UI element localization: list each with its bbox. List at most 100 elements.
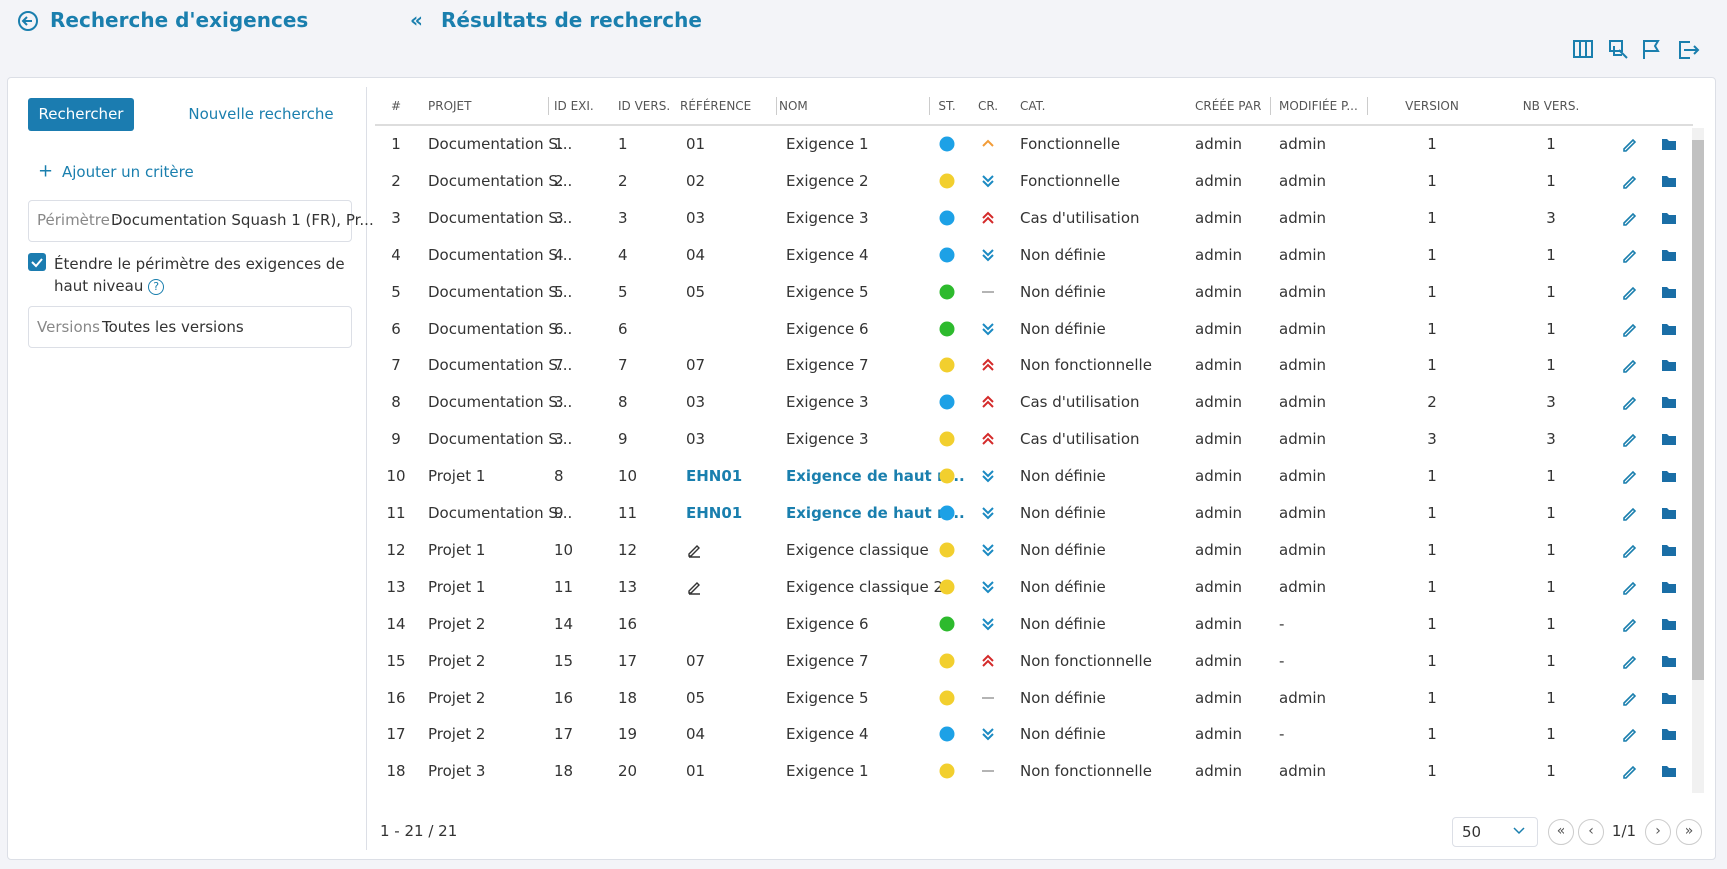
cell-nb: 3	[1546, 393, 1556, 412]
edit-icon[interactable]	[1621, 579, 1637, 595]
cell-name: Exigence 5	[786, 282, 869, 301]
edit-icon[interactable]	[1621, 690, 1637, 706]
edit-icon[interactable]	[1621, 505, 1637, 521]
edit-icon[interactable]	[1621, 616, 1637, 632]
folder-icon[interactable]	[1661, 763, 1677, 779]
cell-name: Exigence 3	[786, 393, 869, 412]
columns-icon[interactable]	[1573, 40, 1593, 58]
export-icon[interactable]	[1679, 41, 1700, 59]
edit-icon[interactable]	[1621, 468, 1637, 484]
folder-icon[interactable]	[1661, 431, 1677, 447]
cell-id_exi: 17	[554, 725, 574, 744]
folder-icon[interactable]	[1661, 357, 1677, 373]
cell-created: admin	[1195, 171, 1242, 190]
criticality-icon	[980, 579, 996, 595]
cell-name: Exigence classique	[786, 540, 929, 559]
page-indicator: 1/1	[1611, 822, 1637, 840]
folder-icon[interactable]	[1661, 210, 1677, 226]
edit-icon[interactable]	[1621, 210, 1637, 226]
cell-cat: Non définie	[1020, 282, 1106, 301]
add-criterion[interactable]: Ajouter un critère	[62, 163, 194, 181]
folder-icon[interactable]	[1661, 690, 1677, 706]
edit-icon[interactable]	[1621, 431, 1637, 447]
column-header: #	[390, 99, 402, 113]
status-dot	[939, 284, 955, 300]
cell-ref: 07	[686, 356, 706, 375]
folder-icon[interactable]	[1661, 542, 1677, 558]
perimeter-field[interactable]	[28, 200, 352, 242]
cell-name: Exigence 5	[786, 688, 869, 707]
new-search[interactable]: Nouvelle recherche	[188, 105, 334, 123]
edit-icon[interactable]	[1621, 357, 1637, 374]
help-icon[interactable]: ?	[148, 278, 165, 295]
cell-created: admin	[1195, 725, 1242, 744]
reference-edit-icon[interactable]	[686, 542, 702, 558]
column-header: CRÉÉE PAR	[1195, 99, 1262, 113]
edit-icon[interactable]	[1621, 321, 1637, 337]
row-hover	[375, 199, 1691, 236]
cell-id_exi: 11	[554, 577, 574, 596]
column-header: VERSION	[1405, 99, 1459, 113]
edit-icon[interactable]	[1621, 653, 1637, 669]
column-header: MODIFIÉE P...	[1279, 99, 1358, 113]
folder-icon[interactable]	[1661, 321, 1677, 337]
edit-icon[interactable]	[1621, 247, 1637, 263]
criticality-icon	[980, 431, 996, 447]
cell-modified: admin	[1279, 762, 1326, 781]
cell-modified: admin	[1279, 577, 1326, 596]
folder-icon[interactable]	[1661, 247, 1677, 263]
column-header: ID VERS.	[618, 99, 671, 113]
edit-icon[interactable]	[1621, 394, 1637, 411]
cell-id_vers: 13	[618, 577, 638, 596]
page-size-select[interactable]	[1452, 817, 1538, 847]
versions-field[interactable]	[28, 306, 352, 348]
next-page[interactable]: ›	[1645, 819, 1671, 845]
row-hover	[375, 642, 1691, 679]
reference-edit-icon[interactable]	[686, 579, 702, 595]
edit-icon[interactable]	[1621, 136, 1637, 152]
cell-id_vers: 18	[618, 688, 638, 707]
folder-icon[interactable]	[1661, 505, 1677, 521]
cell-project: Projet 2	[428, 614, 486, 633]
cell-nb: 1	[1546, 282, 1556, 301]
collapse-icon[interactable]: «	[410, 8, 423, 32]
select-icon[interactable]	[1609, 40, 1628, 59]
column-header: ST.	[938, 99, 956, 113]
folder-icon[interactable]	[1661, 173, 1677, 189]
cell-ref: 03	[686, 393, 706, 412]
folder-icon[interactable]	[1661, 653, 1677, 669]
folder-icon[interactable]	[1661, 579, 1677, 595]
checkbox[interactable]	[28, 253, 46, 271]
criticality-icon	[980, 616, 996, 632]
cell-nb: 3	[1546, 208, 1556, 227]
back-icon[interactable]	[16, 9, 40, 33]
cell-cat: Non définie	[1020, 688, 1106, 707]
folder-icon[interactable]	[1661, 136, 1677, 152]
flag-icon[interactable]	[1643, 40, 1660, 59]
folder-icon[interactable]	[1661, 468, 1677, 484]
folder-icon[interactable]	[1661, 726, 1677, 742]
last-page[interactable]: »	[1676, 819, 1702, 845]
edit-icon[interactable]	[1621, 284, 1637, 300]
folder-icon[interactable]	[1661, 284, 1677, 300]
folder-icon[interactable]	[1661, 616, 1677, 632]
status-dot	[939, 136, 955, 152]
status-dot	[939, 431, 955, 447]
edit-icon[interactable]	[1621, 173, 1637, 189]
prev-page[interactable]: ‹	[1578, 819, 1604, 845]
cell-created: admin	[1195, 282, 1242, 301]
cell-nb: 1	[1546, 688, 1556, 707]
cell-cat: Fonctionnelle	[1020, 135, 1121, 153]
scrollbar[interactable]	[1692, 128, 1704, 793]
plus-icon[interactable]: +	[38, 160, 54, 182]
search-button[interactable]: Rechercher	[28, 98, 134, 131]
folder-icon[interactable]	[1661, 394, 1677, 410]
edit-icon[interactable]	[1621, 542, 1637, 558]
column-separator	[1367, 97, 1368, 115]
edit-icon[interactable]	[1621, 763, 1637, 780]
cell-n: 10	[386, 467, 406, 486]
cell-project: Documentation S...	[428, 171, 573, 190]
cell-version: 1	[1427, 504, 1437, 522]
edit-icon[interactable]	[1621, 726, 1637, 743]
first-page[interactable]: «	[1548, 819, 1574, 845]
